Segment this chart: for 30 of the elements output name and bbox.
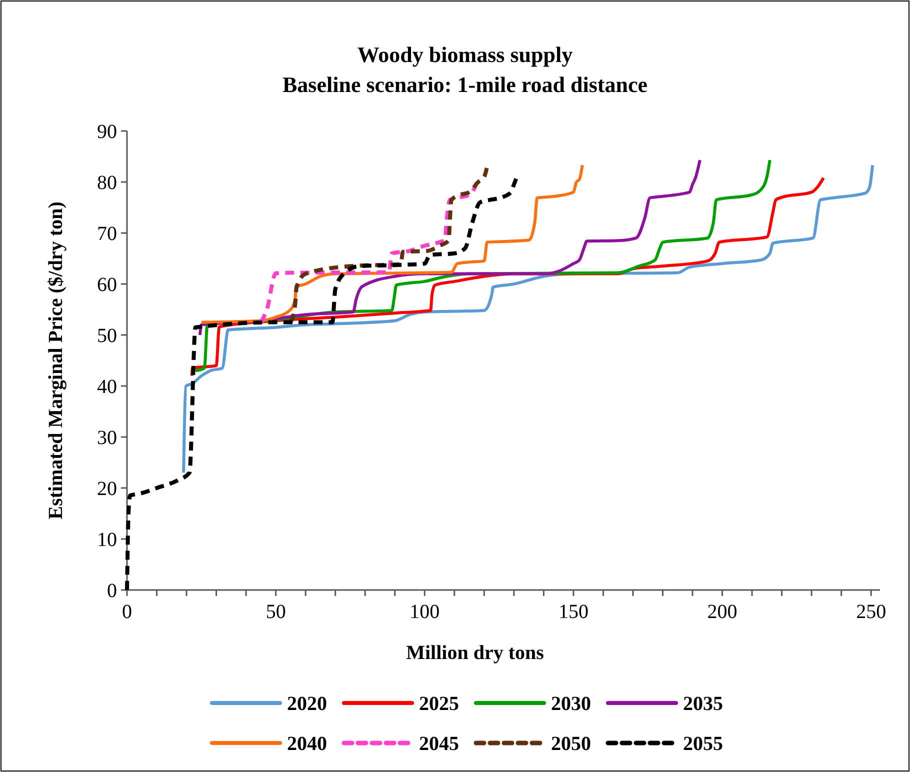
y-tick-label: 60 <box>97 274 117 296</box>
y-tick-label: 20 <box>97 478 117 500</box>
legend-label: 2035 <box>683 693 723 715</box>
chart-subtitle: Baseline scenario: 1-mile road distance <box>282 72 648 97</box>
legend-label: 2020 <box>287 693 327 715</box>
y-tick-label: 70 <box>97 223 117 245</box>
y-tick-label: 90 <box>97 121 117 143</box>
y-tick-label: 80 <box>97 172 117 194</box>
legend-label: 2050 <box>551 733 591 755</box>
legend-label: 2040 <box>287 733 327 755</box>
y-tick-label: 40 <box>97 376 117 398</box>
y-tick-label: 0 <box>107 580 117 602</box>
legend-label: 2055 <box>683 733 723 755</box>
legend-label: 2030 <box>551 693 591 715</box>
x-tick-label: 200 <box>707 601 738 623</box>
legend-label: 2045 <box>419 733 459 755</box>
y-tick-label: 50 <box>97 325 117 347</box>
x-tick-label: 150 <box>558 601 588 623</box>
y-axis-title: Estimated Marginal Price ($/dry ton) <box>45 202 67 520</box>
y-tick-label: 10 <box>97 529 117 551</box>
line-series <box>258 180 480 324</box>
x-tick-label: 250 <box>856 601 886 623</box>
y-tick-label: 30 <box>97 427 117 449</box>
x-tick-label: 100 <box>410 601 440 623</box>
line-series <box>288 164 490 324</box>
x-tick-label: 50 <box>266 601 286 623</box>
chart-title: Woody biomass supply <box>357 42 573 67</box>
x-tick-label: 0 <box>122 601 132 623</box>
legend-label: 2025 <box>419 693 459 715</box>
x-axis-title: Million dry tons <box>406 642 544 664</box>
